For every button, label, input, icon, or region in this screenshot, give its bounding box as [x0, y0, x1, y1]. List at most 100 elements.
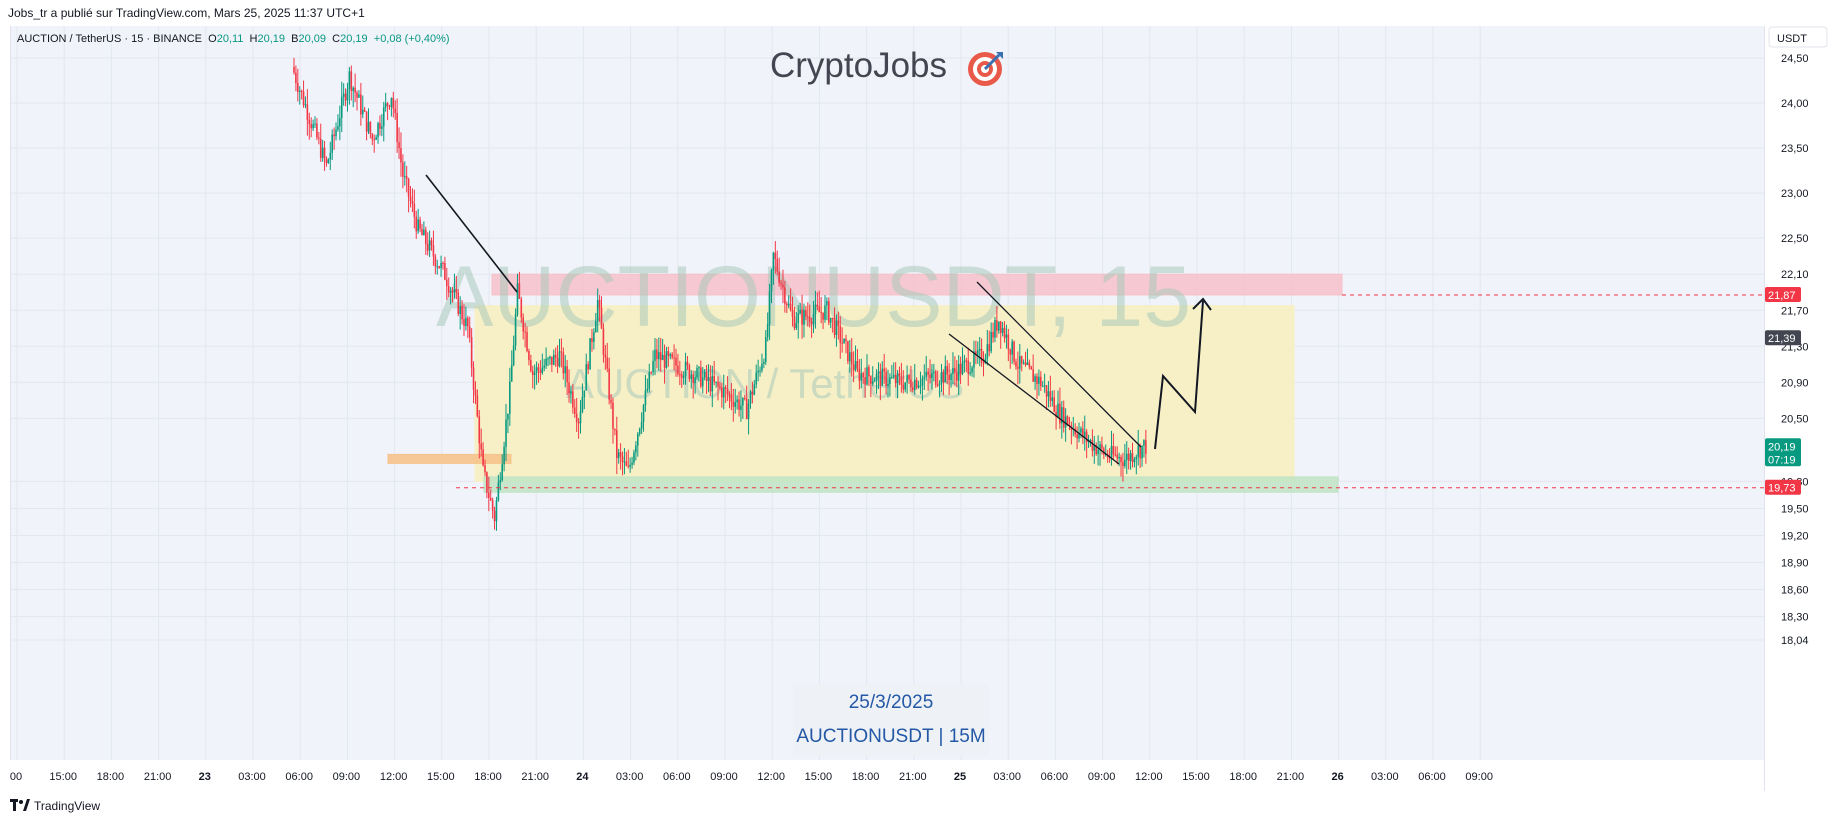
candle-body: [841, 342, 843, 344]
candle-body: [698, 367, 700, 369]
candle-body: [738, 399, 740, 410]
x-tick-label: 26: [1331, 771, 1343, 783]
candle-body: [734, 402, 737, 407]
time-axis[interactable]: 00 15:00 18:00 21:00 23 03:00 06:00 09:00 12:00 1…: [10, 760, 1764, 791]
candle-body: [396, 113, 398, 143]
candle-body: [709, 377, 712, 392]
candle-body: [363, 109, 366, 112]
candle-body: [745, 398, 748, 419]
legend-close-label: C: [332, 33, 341, 45]
candle-body: [526, 332, 528, 352]
x-tick-label: 00: [10, 771, 22, 783]
candle-body: [465, 318, 467, 327]
time-axis-svg[interactable]: 00 15:00 18:00 21:00 23 03:00 06:00 09:00 12:00 1…: [10, 760, 1764, 791]
candle-body: [295, 72, 297, 84]
publisher-text: Jobs_tr a publié sur TradingView.com, Ma…: [8, 6, 365, 20]
candle-body: [952, 367, 954, 374]
price-label-support-text: 19,73: [1768, 483, 1796, 495]
y-tick-label: 23,00: [1781, 188, 1809, 200]
candle-body: [444, 263, 446, 280]
candle-body: [917, 385, 920, 388]
candle-body: [381, 126, 383, 129]
x-tick-label: 18:00: [474, 771, 502, 783]
candle-body: [831, 317, 834, 319]
candle-body: [371, 133, 374, 140]
candle-body: [757, 370, 759, 373]
target-dart-icon: [965, 48, 1005, 88]
price-axis-svg[interactable]: USDT 24,50 24,00 23,50 23,00 22,50 22,10 21,70 2…: [1765, 26, 1835, 791]
candle-body: [736, 399, 738, 403]
candle-body: [776, 258, 779, 272]
price-label-countdown: 07:19: [1768, 454, 1796, 466]
x-tick-label: 12:00: [380, 771, 408, 783]
candle-body: [310, 124, 312, 129]
candle-body: [600, 307, 603, 329]
candle-body: [1020, 356, 1023, 364]
candle-body: [721, 387, 723, 398]
candle-body: [491, 500, 494, 511]
candle-body: [1026, 362, 1029, 365]
candle-body: [472, 367, 475, 390]
candle-body: [705, 371, 708, 382]
candle-body: [900, 376, 903, 385]
candle-body: [1127, 453, 1130, 461]
candle-body: [915, 379, 918, 388]
price-axis[interactable]: USDT 24,50 24,00 23,50 23,00 22,50 22,10 21,70 2…: [1764, 26, 1835, 791]
candle-body: [331, 134, 333, 153]
candle-body: [1051, 397, 1054, 401]
candle-body: [875, 373, 878, 381]
candle-body: [896, 373, 899, 384]
x-tick-label: 21:00: [144, 771, 172, 783]
candle-body: [558, 351, 561, 367]
candle-body: [933, 371, 935, 374]
price-label-last-price-text: 20,19: [1768, 441, 1796, 453]
legend-low-label: B: [291, 33, 299, 45]
candle-body: [1041, 385, 1044, 387]
candle-body: [931, 373, 933, 379]
projection-arrowhead: [1192, 297, 1212, 311]
candle-body: [577, 421, 580, 424]
candle-body: [552, 354, 555, 365]
x-tick-label: 18:00: [1229, 771, 1257, 783]
candle-body: [996, 320, 998, 331]
candle-body: [659, 352, 662, 361]
candle-body: [1078, 432, 1080, 439]
chart-plot-area[interactable]: AUCTIONUSDT, 15 AUCTION / TetherUS: [10, 26, 1765, 791]
candle-body: [635, 445, 637, 453]
candle-body: [1099, 444, 1101, 450]
candle-body: [539, 370, 542, 374]
candle-body: [413, 203, 416, 217]
candle-body: [975, 351, 977, 355]
candle-body: [457, 292, 460, 314]
candle-body: [1022, 362, 1025, 364]
x-tick-label: 18:00: [97, 771, 125, 783]
candle-body: [537, 367, 540, 371]
candle-body: [963, 360, 966, 363]
candle-body: [348, 71, 351, 90]
candle-body: [988, 344, 991, 352]
candle-body: [971, 367, 973, 373]
candle-body: [516, 283, 519, 315]
x-tick-label: 03:00: [993, 771, 1021, 783]
candle-body: [770, 270, 773, 292]
candle-body: [1076, 434, 1078, 439]
candle-body: [719, 386, 721, 388]
candle-body: [782, 284, 784, 288]
candle-body: [969, 372, 971, 374]
candle-body: [510, 365, 513, 382]
candle-body: [1095, 444, 1097, 455]
price-label-crosshair: [1765, 330, 1801, 346]
candle-body: [694, 377, 696, 384]
candle-body: [398, 142, 400, 149]
candle-body: [785, 303, 788, 306]
candle-body: [1124, 459, 1126, 467]
candle-body: [881, 368, 884, 386]
candle-body: [451, 290, 454, 293]
candle-body: [610, 399, 612, 403]
candle-body: [684, 361, 687, 377]
candle-body: [352, 87, 355, 92]
candle-body: [434, 256, 437, 267]
x-tick-label: 09:00: [333, 771, 361, 783]
candle-body: [455, 289, 458, 293]
